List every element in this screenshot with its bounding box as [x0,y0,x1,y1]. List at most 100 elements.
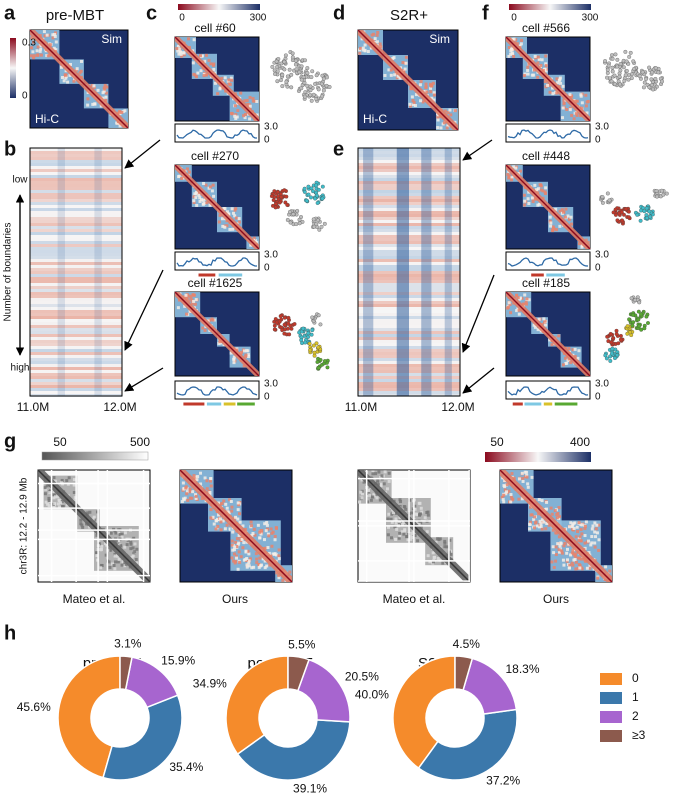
heatmap-speckle [507,54,511,58]
heatmap-speckle [373,37,377,41]
structure-bead [308,348,312,353]
heatmap-speckle [580,106,584,110]
structure-bead [308,93,313,98]
heatmap-speckle [535,524,539,528]
heatmap-speckle [431,560,435,564]
structure-bead [316,87,321,92]
cell-stack-row [30,199,122,202]
structure-bead [631,313,636,317]
heatmap-speckle [35,49,39,53]
heatmap-speckle [537,57,541,61]
heatmap-speckle [230,207,234,211]
structure-bead [282,315,287,320]
track-label: 3.0 [595,250,609,261]
track-line [176,257,258,267]
heatmap-speckle [555,77,559,81]
heatmap-diagonal [174,164,260,250]
panel-label: a [4,2,16,24]
structure-bead [608,354,613,359]
structure-bead [327,85,332,89]
heatmap-speckle [514,166,518,170]
colorbar-label: 0 [511,13,517,24]
heatmap-speckle [507,489,511,493]
heatmap-speckle [500,495,504,499]
heatmap-speckle [561,106,565,110]
heatmap-speckle [132,536,136,540]
heatmap-speckle [252,236,256,240]
structure-bead [313,81,318,86]
heatmap-speckle [223,225,227,229]
heatmap-speckle [47,504,51,508]
heatmap-speckle [198,199,202,203]
heatmap-speckle [288,570,292,574]
heatmap-speckle [398,534,402,538]
structure-bead [642,326,647,331]
heatmap-speckle [571,563,575,567]
heatmap-speckle [180,54,184,58]
heatmap-speckle [93,518,97,522]
heatmap-speckle [245,563,249,567]
heatmap-speckle [361,46,365,50]
heatmap-label: Sim [101,32,122,46]
heatmap-diagonal [179,469,293,583]
heatmap-speckle [509,493,513,497]
heatmap-speckle [199,69,203,73]
heatmap-speckle [379,45,383,49]
heatmap-speckle [123,531,127,535]
heatmap-speckle [409,537,413,541]
heatmap-speckle [60,499,64,503]
heatmap-speckle [255,561,259,565]
structure-bead [616,341,621,346]
heatmap-speckle [512,54,516,58]
heatmap-speckle [58,505,62,509]
heatmap-speckle [562,563,566,567]
cell-stack-row [30,244,122,247]
cell-stack-row [30,370,122,373]
heatmap-speckle [53,479,57,483]
structure-bead [314,97,319,101]
heatmap-speckle [209,516,213,520]
structure-bead [613,52,618,57]
heatmap-speckle [231,211,235,215]
heatmap-speckle [192,38,196,42]
heatmap-speckle [182,295,186,299]
heatmap-speckle [198,196,202,200]
heatmap-speckle [205,479,209,483]
cell-stack-row [30,202,122,205]
heatmap-speckle [595,523,599,527]
heatmap-speckle [443,109,447,113]
heatmap-speckle [212,62,216,66]
heatmap-speckle [571,522,575,526]
heatmap-speckle [108,548,112,552]
heatmap-speckle [188,294,192,298]
heatmap-speckle [254,552,258,556]
structure-bead [320,184,325,189]
heatmap-speckle [414,512,418,516]
heatmap-speckle [237,220,241,224]
structure-bead [275,69,280,74]
heatmap-speckle [528,527,532,531]
structure-bead [625,331,630,336]
heatmap-speckle [99,563,103,567]
heatmap-speckle [563,541,567,545]
heatmap-speckle [48,491,52,495]
heatmap-speckle [176,306,180,310]
heatmap-speckle [54,40,58,44]
structure-bead [606,63,611,68]
structure-bead [282,331,287,336]
pie-slice [119,655,133,691]
heatmap-speckle [518,44,522,48]
heatmap-speckle [387,479,391,483]
panel-label: h [4,622,16,644]
cell-stack-row [30,364,122,367]
heatmap-speckle [233,359,237,363]
heatmap-speckle [247,552,251,556]
structure-bead [325,365,330,370]
heatmap-speckle [225,523,229,527]
cell-stack-row [30,220,122,223]
heatmap-speckle [235,545,239,549]
heatmap-speckle [209,477,213,481]
axis-label: 11.0M [345,400,377,414]
heatmap-speckle [204,73,208,77]
structure-bead [308,88,313,93]
